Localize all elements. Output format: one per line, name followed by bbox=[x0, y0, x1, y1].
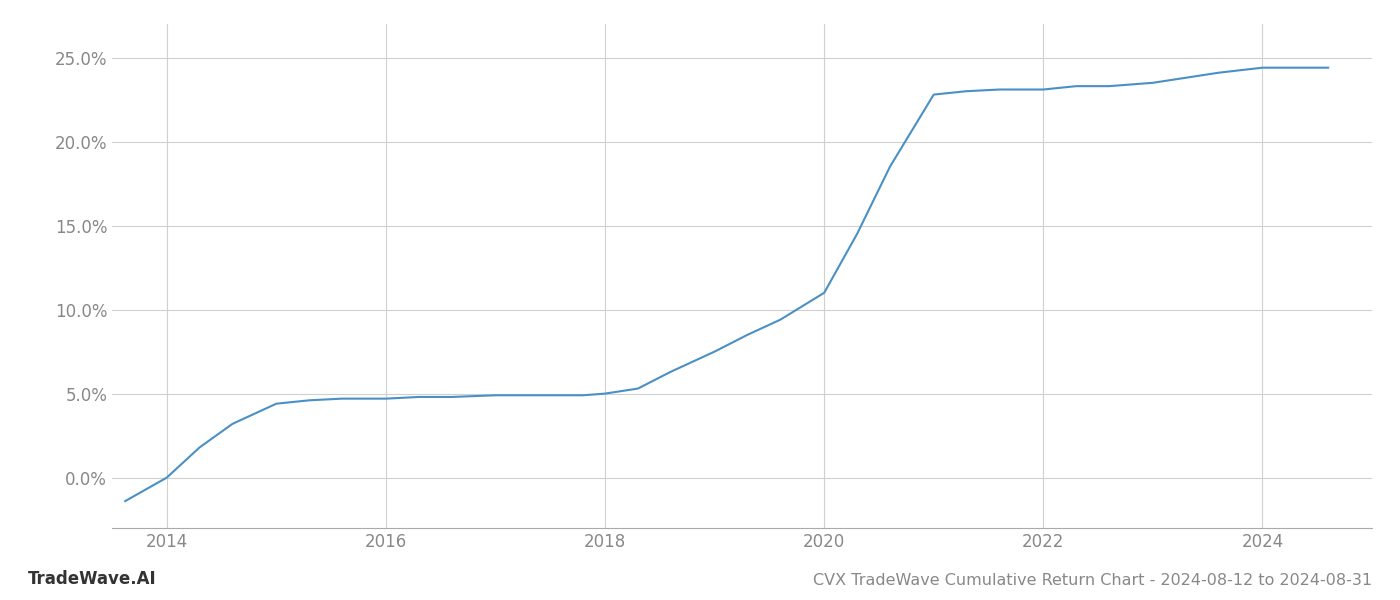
Text: TradeWave.AI: TradeWave.AI bbox=[28, 570, 157, 588]
Text: CVX TradeWave Cumulative Return Chart - 2024-08-12 to 2024-08-31: CVX TradeWave Cumulative Return Chart - … bbox=[813, 573, 1372, 588]
